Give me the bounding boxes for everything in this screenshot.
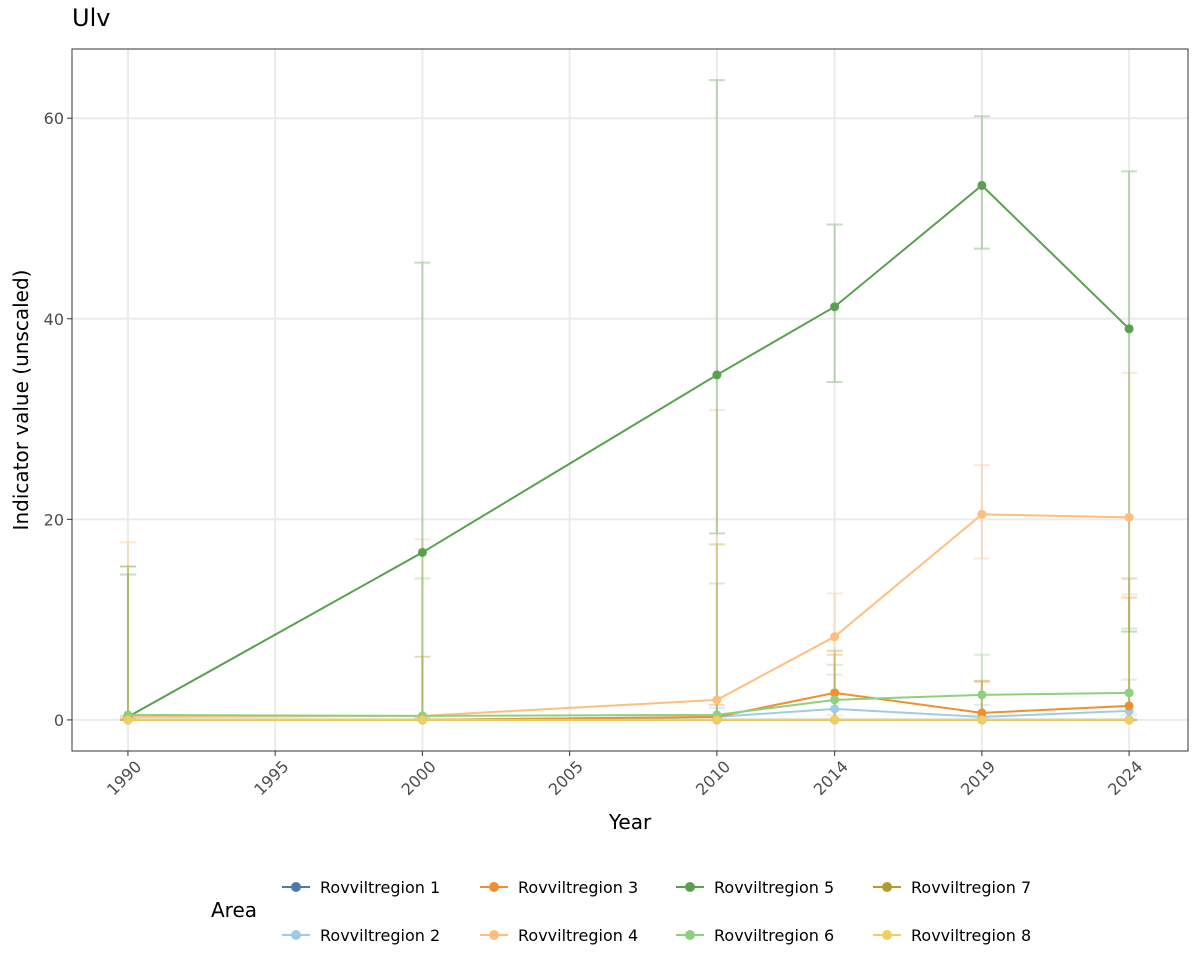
legend-item: Rovviltregion 8 [869,923,1031,947]
legend-key [672,875,708,899]
legend-key [869,923,905,947]
error-bar [414,655,431,721]
data-point [830,715,840,725]
data-point [123,715,133,725]
error-bar [119,565,136,721]
data-point [830,695,840,705]
error-bar [1121,577,1138,721]
legend-label: Rovviltregion 8 [911,925,1032,945]
data-point [977,708,987,718]
data-point [417,715,427,725]
legend-key-dot [685,882,695,892]
data-point [830,704,840,714]
y-tick-label: 20 [44,510,64,529]
data-point [977,715,987,725]
legend-label: Rovviltregion 5 [714,877,835,897]
line-layer [127,184,1130,721]
legend-key-dot [489,882,499,892]
legend-key [672,923,708,947]
error-bar [708,543,725,721]
y-tick-label: 40 [44,310,64,329]
data-point [712,695,722,705]
x-tick-label: 2024 [1104,757,1146,799]
x-tick-label: 1990 [103,757,145,799]
y-tick-label: 0 [54,711,64,730]
legend-key [278,875,314,899]
legend-label: Rovviltregion 1 [320,877,441,897]
data-point [1124,688,1134,698]
y-axis-title: Indicator value (unscaled) [9,270,33,531]
errorbar-layer [119,79,1138,721]
legend-item: Rovviltregion 1 [278,875,440,899]
error-bar [1121,371,1138,596]
legend-key-dot [685,930,695,940]
legend-item: Rovviltregion 3 [476,875,638,899]
x-tick-label: 2014 [810,757,852,799]
data-point [1124,701,1134,711]
panel-border [71,48,1189,752]
data-point [830,688,840,698]
legend-label: Rovviltregion 3 [518,877,639,897]
chart-plot: 1990 1995 2000 2005 2010 2014 2019 20240204060 … [9,48,1189,834]
legend-label: Rovviltregion 7 [911,877,1032,897]
legend-key-dot [882,930,892,940]
data-point [1124,715,1134,725]
legend-key [278,923,314,947]
x-tick-label: 2010 [692,757,734,799]
data-point [830,632,840,642]
x-tick-label: 2005 [545,757,587,799]
y-tick-label: 60 [44,109,64,128]
legend-item: Rovviltregion 4 [476,923,638,947]
legend-key [476,923,512,947]
x-tick-label: 2000 [397,757,439,799]
legend-title: Area [211,898,258,922]
x-tick-label: 1995 [250,757,292,799]
data-point [1124,512,1134,522]
data-point [977,690,987,700]
error-bar [1121,170,1138,633]
x-tick-label: 2019 [957,757,999,799]
data-point [417,547,427,557]
legend-key-dot [291,882,301,892]
legend-item: Rovviltregion 5 [672,875,834,899]
legend-label: Rovviltregion 6 [714,925,835,945]
legend-key [476,875,512,899]
data-point [712,370,722,380]
data-point [977,180,987,190]
legend-key-dot [489,930,499,940]
series-line [127,513,1130,718]
legend-key-dot [291,930,301,940]
legend-item: Rovviltregion 7 [869,875,1031,899]
legend-item: Rovviltregion 2 [278,923,440,947]
data-point [977,509,987,519]
legend: Area Rovviltregion 1 Rovviltregion 2 Rovvi… [0,860,1200,960]
legend-item: Rovviltregion 6 [672,923,834,947]
legend-key-dot [882,882,892,892]
series-line [127,691,1130,717]
grid-layer [72,49,1188,751]
series-line [127,184,1130,718]
error-bar [708,79,725,535]
legend-key [869,875,905,899]
data-point [712,715,722,725]
data-point [1124,324,1134,334]
x-axis-title: Year [608,810,652,834]
legend-label: Rovviltregion 4 [518,925,639,945]
data-point [830,302,840,312]
point-layer [123,180,1134,725]
legend-label: Rovviltregion 2 [320,925,441,945]
chart-title: Ulv [72,4,111,32]
